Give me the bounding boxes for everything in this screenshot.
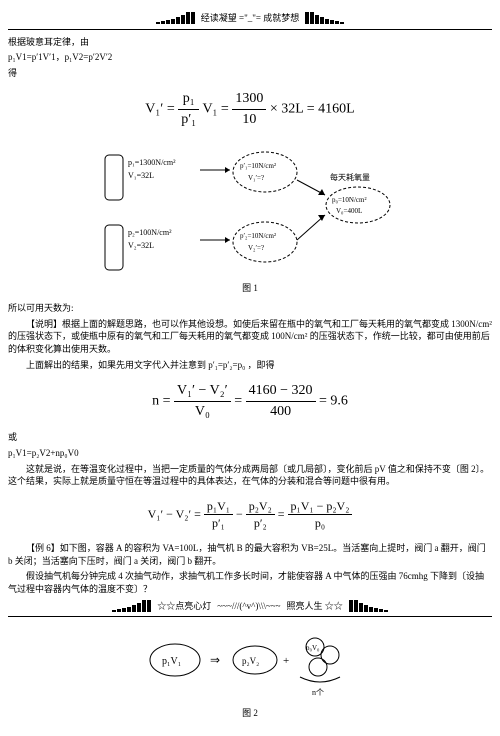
eq2-den: V₀	[174, 402, 231, 422]
eq3-eq: =	[278, 507, 285, 521]
eq2-num2: 4160 − 320	[246, 381, 316, 402]
d1-p2: p₂=100N/cm²	[128, 228, 172, 237]
footer-right: 照亮人生 ☆☆	[286, 600, 342, 613]
eq3-t1n: p₁V₁	[204, 498, 233, 516]
eq1-mid: V₁ =	[202, 102, 228, 117]
mid-text: 所以可用天数为:	[8, 302, 492, 315]
eq3-minus: −	[236, 507, 243, 521]
footer-left: ☆☆点亮心灯	[157, 600, 211, 613]
d1-p1p: p′₁=10N/cm²	[240, 162, 276, 170]
intro-line2: p₁V1=p′1V′1，p₁V2=p′2V′2	[8, 51, 492, 64]
or-text: 或	[8, 431, 492, 444]
d2-r1: p₂V₂	[242, 656, 259, 666]
page-footer: ☆☆点亮心灯 ~~~///(^v^)\\\~~~ 照亮人生 ☆☆	[8, 600, 492, 613]
intro-line3: 得	[8, 67, 492, 80]
d2-n: n个	[312, 688, 324, 697]
d1-daily: 每天耗氧量	[330, 172, 370, 182]
eq2-eq: =	[234, 393, 242, 408]
d1-v1: V₁=32L	[128, 171, 154, 180]
d2-plus: +	[283, 655, 289, 667]
eq1-f1-den: p′₁	[178, 110, 199, 130]
page-header: 经读凝望 ="_"= 成就梦想	[8, 12, 492, 25]
header-text: 经读凝望 ="_"= 成就梦想	[201, 12, 300, 25]
diagram-1: p₁=1300N/cm² V₁=32L p′₁=10N/cm² V₁′=? 每天…	[100, 140, 400, 295]
equation-1: V₁′ = p₁p′₁ V₁ = 130010 × 32L = 4160L	[8, 89, 492, 129]
equation-3: V₁′ − V₂′ = p₁V₁p′₁ − p₂V₂p′₂ = p₁V₁ − p…	[8, 498, 492, 533]
diagram1-caption: 图 1	[100, 282, 400, 295]
d1-p0: p₀=10N/cm²	[332, 196, 367, 204]
diagram-2: p₁V₁ ⇒ p₂V₂ + p₀V₀ n个 图 2	[140, 625, 360, 720]
diagram2-caption: 图 2	[140, 707, 360, 720]
example-text2: 假设抽气机每分钟完成 4 次抽气动作，求抽气机工作多长时间，才能使容器 A 中气…	[8, 570, 492, 595]
header-bars-right	[305, 12, 344, 24]
or-formula: p₁V1=p₂V2+np₀V0	[8, 447, 492, 460]
eq2-den2: 400	[246, 402, 316, 422]
d1-v2: V₂=32L	[128, 241, 154, 250]
eq2-lhs: n =	[152, 393, 170, 408]
eq1-lhs: V₁′ =	[145, 102, 174, 117]
equation-2: n = V₁′ − V₂′V₀ = 4160 − 320400 = 9.6	[8, 381, 492, 421]
eq1-tail: × 32L = 4160L	[270, 102, 355, 117]
eq3-rn: p₁V₁ − p₂V₂	[288, 498, 353, 516]
example-text: 【例 6】如下图，容器 A 的容积为 VA=100L，抽气机 B 的最大容积为 …	[8, 542, 492, 567]
header-rule	[8, 29, 492, 30]
intro-line1: 根据玻意耳定律，由	[8, 36, 492, 49]
explain-line2: 上面解出的结果，如果先用文字代入并注意到 p′₁=p′₂=p₀ ，即得	[8, 359, 492, 372]
footer-mid: ~~~///(^v^)\\\~~~	[217, 600, 280, 613]
d1-p2p: p′₂=10N/cm²	[240, 232, 276, 240]
eq1-f2-num: 1300	[232, 89, 266, 110]
d1-v0: V₀=400L	[336, 207, 362, 215]
eq2-res: = 9.6	[319, 393, 348, 408]
eq3-t2n: p₂V₂	[246, 498, 275, 516]
d1-v2p: V₂′=?	[248, 244, 264, 252]
svg-text:p₀V₀: p₀V₀	[306, 644, 320, 652]
eq1-f2-den: 10	[232, 110, 266, 130]
footer-bars-left	[112, 600, 151, 612]
d2-arrow: ⇒	[210, 653, 220, 667]
footer-bars-right	[349, 600, 388, 612]
eq1-f1-num: p₁	[178, 89, 199, 110]
eq2-num: V₁′ − V₂′	[174, 381, 231, 402]
d1-p1: p₁=1300N/cm²	[128, 158, 176, 167]
eq3-t1d: p′₁	[204, 515, 233, 532]
header-bars-left	[156, 12, 195, 24]
d2-left: p₁V₁	[162, 656, 181, 667]
discussion: 这就是说，在等温变化过程中，当把一定质量的气体分成两局部〔或几局部〕，变化前后 …	[8, 463, 492, 488]
d1-v1p: V₁′=?	[248, 174, 264, 182]
eq3-t2d: p′₂	[246, 515, 275, 532]
eq3-lhs: V₁′ − V₂′ =	[148, 507, 201, 521]
eq3-rd: p₀	[288, 515, 353, 532]
explain-para: 【说明】根据上面的解题思路，也可以作其他设想。如使后来留在瓶中的氧气和工厂每天耗…	[8, 318, 492, 356]
footer-rule	[8, 616, 492, 617]
